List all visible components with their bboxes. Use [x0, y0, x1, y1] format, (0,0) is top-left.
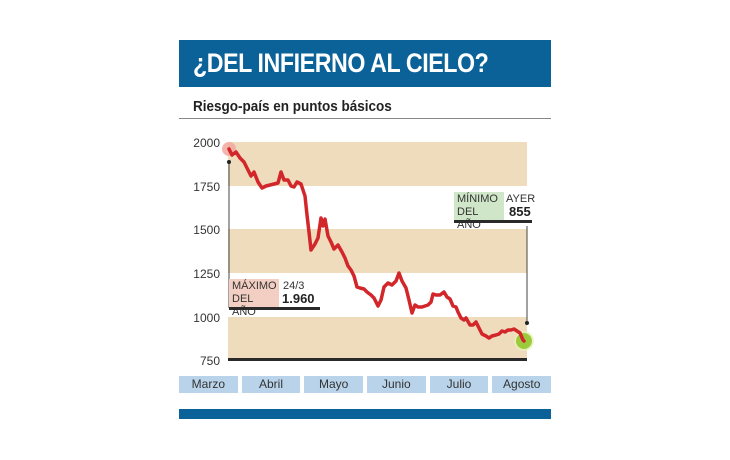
chart-title: ¿DEL INFIERNO AL CIELO?	[193, 48, 489, 78]
riesgo-pais-line	[227, 147, 526, 343]
month-label-agosto: Agosto	[492, 376, 552, 393]
min-value: 855	[509, 204, 531, 219]
min-callout-label: MÍNIMO DEL AÑO	[454, 192, 504, 231]
ytick-750: 750	[200, 354, 220, 368]
month-label-julio: Julio	[429, 376, 489, 393]
max-value: 1.960	[282, 291, 315, 306]
ytick-1750: 1750	[193, 180, 220, 194]
month-label-mayo: Mayo	[304, 376, 364, 393]
x-axis-baseline	[228, 358, 527, 361]
ytick-1250: 1250	[193, 267, 220, 281]
max-callout-rule	[229, 307, 320, 310]
band-1250-1500	[228, 229, 527, 273]
max-callout-label: MÁXIMO DEL AÑO	[229, 279, 279, 318]
min-label-line2: DEL AÑO	[457, 206, 481, 231]
max-date: 24/3	[283, 280, 305, 292]
min-leader-dot	[525, 321, 529, 325]
band-750-1000	[228, 317, 527, 360]
month-axis: Marzo Abril Mayo Junio Julio Agosto	[179, 376, 552, 393]
header-banner: ¿DEL INFIERNO AL CIELO?	[179, 40, 551, 87]
ytick-1000: 1000	[193, 311, 220, 325]
subtitle-divider	[179, 118, 551, 119]
chart-subtitle: Riesgo-país en puntos básicos	[193, 98, 392, 115]
max-label-line2: DEL AÑO	[232, 293, 256, 318]
footer-bar	[179, 409, 551, 419]
max-leader-dot	[227, 160, 231, 164]
month-label-abril: Abril	[241, 376, 301, 393]
month-label-marzo: Marzo	[179, 376, 238, 393]
max-label-line1: MÁXIMO	[232, 280, 277, 292]
min-date: AYER	[506, 193, 536, 205]
min-marker-halo	[514, 331, 534, 351]
band-1750-2000	[228, 142, 527, 186]
ytick-1500: 1500	[193, 223, 220, 237]
min-callout-rule	[454, 220, 532, 223]
month-label-junio: Junio	[367, 376, 426, 393]
ytick-2000: 2000	[193, 136, 220, 150]
min-label-line1: MÍNIMO	[457, 193, 498, 205]
